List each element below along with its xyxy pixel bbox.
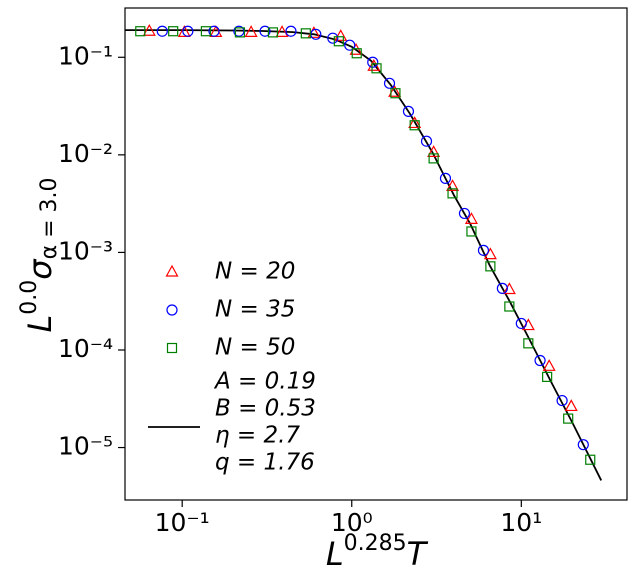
marker-circle bbox=[534, 354, 546, 367]
marker-square bbox=[333, 36, 344, 47]
y-tick-label: 10⁻¹ bbox=[58, 41, 113, 70]
x-label-sup: 0.285 bbox=[344, 531, 407, 556]
marker-circle bbox=[259, 25, 271, 37]
marker-triangle bbox=[209, 25, 223, 37]
marker-square bbox=[485, 261, 496, 272]
marker-square bbox=[300, 28, 311, 39]
x-axis-label: L0.285T bbox=[326, 531, 429, 573]
marker-square bbox=[447, 188, 458, 199]
marker-circle bbox=[496, 282, 508, 294]
marker-square bbox=[166, 342, 178, 354]
marker-circle bbox=[182, 25, 194, 37]
plot-frame bbox=[124, 7, 628, 501]
legend-label: N = 20 bbox=[215, 259, 295, 285]
legend-fit-label: q = 1.76 bbox=[215, 450, 315, 476]
y-label-sub: α = 3.0 bbox=[37, 177, 62, 259]
marker-square bbox=[135, 26, 146, 37]
legend-label: N = 35 bbox=[215, 297, 295, 323]
marker-circle bbox=[458, 207, 471, 220]
marker-circle bbox=[208, 25, 220, 37]
marker-square bbox=[200, 26, 212, 37]
marker-triangle bbox=[334, 29, 348, 41]
marker-triangle bbox=[142, 23, 156, 36]
marker-circle bbox=[477, 244, 490, 256]
y-label-base: L bbox=[21, 315, 59, 333]
marker-triangle bbox=[464, 212, 478, 224]
marker-square bbox=[563, 413, 574, 424]
marker-circle bbox=[402, 105, 415, 117]
x-tick-label: 10⁰ bbox=[331, 508, 373, 537]
marker-triangle bbox=[446, 179, 460, 191]
marker-circle bbox=[327, 32, 339, 44]
fit-line bbox=[125, 29, 603, 481]
marker-circle bbox=[383, 77, 396, 89]
marker-square bbox=[504, 301, 515, 312]
y-label-main: σ bbox=[21, 258, 59, 280]
y-tick-label: 10⁻³ bbox=[58, 236, 113, 265]
marker-square bbox=[466, 226, 477, 237]
marker-square bbox=[371, 63, 382, 74]
marker-square bbox=[168, 26, 179, 37]
y-axis-label: L0.0σα = 3.0 bbox=[17, 177, 62, 332]
x-label-tail: T bbox=[407, 535, 429, 573]
marker-square bbox=[351, 48, 362, 59]
marker-triangle bbox=[427, 145, 441, 157]
y-tick-label: 10⁻⁵ bbox=[58, 432, 113, 461]
marker-triangle bbox=[521, 318, 535, 331]
y-tick-label: 10⁻² bbox=[58, 139, 113, 168]
marker-circle bbox=[166, 304, 178, 316]
x-tick-label: 10⁻¹ bbox=[155, 508, 210, 537]
marker-square bbox=[523, 338, 534, 349]
y-label-sup: 0.0 bbox=[17, 280, 42, 315]
marker-circle bbox=[344, 39, 356, 51]
marker-square bbox=[409, 120, 420, 131]
marker-square bbox=[390, 88, 401, 99]
y-tick-label: 10⁻⁴ bbox=[58, 334, 113, 363]
marker-circle bbox=[556, 394, 568, 407]
marker-triangle bbox=[388, 85, 402, 97]
marker-triangle bbox=[275, 25, 289, 37]
x-label-base: L bbox=[326, 535, 344, 573]
legend-label: N = 50 bbox=[215, 335, 295, 361]
marker-triangle bbox=[177, 25, 191, 37]
marker-circle bbox=[367, 56, 379, 68]
marker-square bbox=[428, 153, 439, 164]
marker-triangle bbox=[564, 399, 578, 412]
x-tick-label: 10¹ bbox=[500, 508, 542, 537]
marker-circle bbox=[156, 25, 168, 37]
marker-triangle bbox=[408, 116, 422, 129]
legend-fit-label: B = 0.53 bbox=[215, 396, 316, 422]
marker-triangle bbox=[542, 359, 556, 371]
marker-circle bbox=[285, 25, 297, 37]
marker-square bbox=[542, 371, 553, 382]
marker-circle bbox=[439, 172, 452, 184]
marker-triangle bbox=[244, 25, 258, 37]
marker-circle bbox=[515, 317, 527, 330]
marker-circle bbox=[577, 439, 589, 451]
marker-triangle bbox=[165, 264, 179, 277]
marker-square bbox=[585, 454, 596, 465]
marker-circle bbox=[420, 135, 433, 147]
marker-square bbox=[267, 27, 279, 38]
marker-square bbox=[234, 27, 246, 38]
legend-fit-label: A = 0.19 bbox=[213, 369, 316, 395]
legend-fit-label: η = 2.7 bbox=[215, 423, 300, 449]
marker-triangle bbox=[502, 282, 516, 295]
